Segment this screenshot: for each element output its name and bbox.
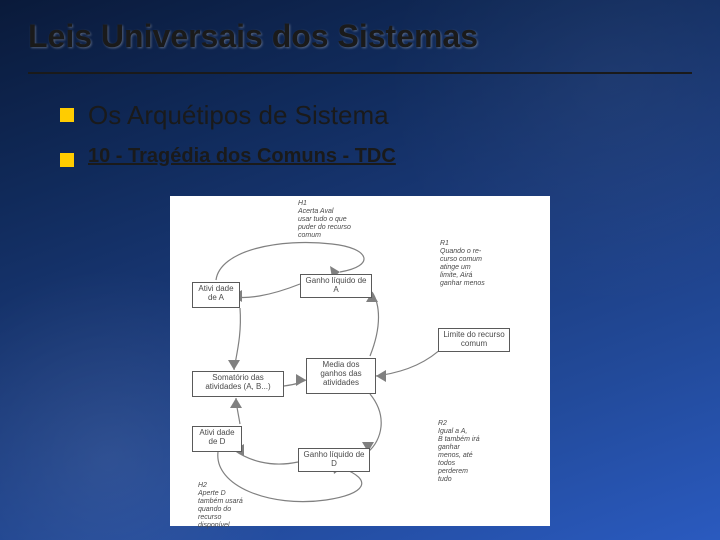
note-r1: R1 Quando o re- curso comum atinge um li… (440, 240, 485, 288)
title-underline (28, 72, 692, 74)
node-limite: Limite do recurso comum (438, 328, 510, 352)
slide-title: Leis Universais dos Sistemas (28, 18, 478, 55)
bullet-icon (60, 153, 74, 167)
node-ganho-a: Ganho líquido de A (300, 274, 372, 298)
note-h1: H1 Acerta Aval usar tudo o que puder do … (298, 200, 351, 240)
note-h2: H2 Aperte D também usará quando do recur… (198, 482, 243, 530)
bullet-2: 10 - Tragédia dos Comuns - TDC (60, 145, 680, 168)
node-atividade-a: Ativi dade de A (192, 282, 240, 308)
slide: Leis Universais dos Sistemas Os Arquétip… (0, 0, 720, 540)
bullet-2-text: 10 - Tragédia dos Comuns - TDC (88, 145, 396, 168)
node-ganho-d: Ganho líquido de D (298, 448, 370, 472)
node-media: Media dos ganhos das atividades (306, 358, 376, 394)
bullet-1: Os Arquétipos de Sistema (60, 100, 680, 131)
bullet-icon (60, 108, 74, 122)
note-r2: R2 Igual a A, B também irá ganhar menos,… (438, 420, 480, 484)
node-somatorio: Somatório das atividades (A, B...) (192, 371, 284, 397)
bullet-1-text: Os Arquétipos de Sistema (88, 100, 389, 131)
bullet-list: Os Arquétipos de Sistema 10 - Tragédia d… (60, 100, 680, 182)
node-atividade-d: Ativi dade de D (192, 426, 242, 452)
tdc-diagram: Ativi dade de A Ganho líquido de A Somat… (170, 196, 550, 526)
